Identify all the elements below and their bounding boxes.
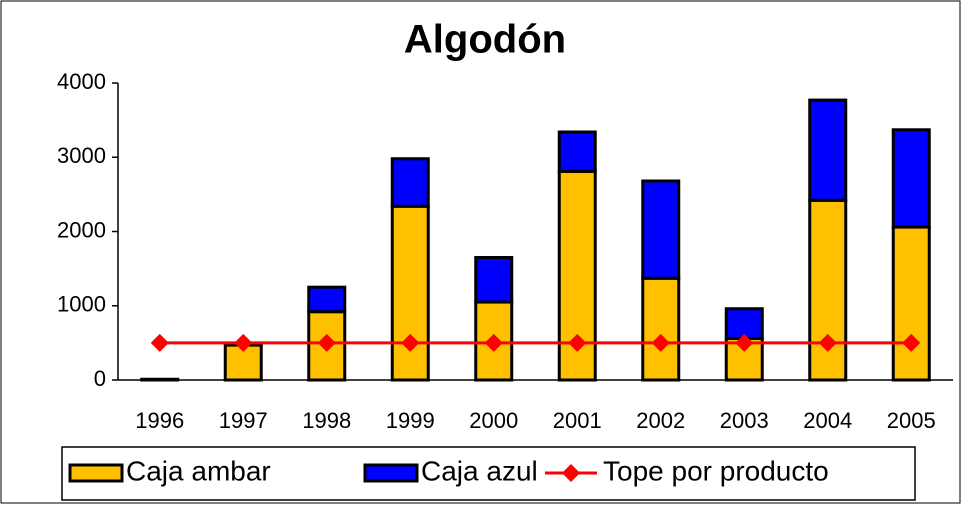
bar-segment <box>724 307 764 340</box>
bar-segment <box>557 130 597 173</box>
x-tick-label: 1997 <box>219 408 268 433</box>
bar-segment <box>474 255 514 304</box>
x-tick-label: 2004 <box>803 408 852 433</box>
legend-swatch-marker <box>562 464 580 482</box>
y-tick-label: 3000 <box>57 143 106 168</box>
line-marker <box>735 333 754 352</box>
bar-segment <box>140 377 180 382</box>
bar-segment <box>390 157 430 208</box>
y-tick-label: 1000 <box>57 292 106 317</box>
line-marker <box>234 333 253 352</box>
line-marker <box>902 333 921 352</box>
y-tick-label: 0 <box>94 366 106 391</box>
line-marker <box>651 333 670 352</box>
legend-swatch <box>68 463 124 483</box>
x-tick-label: 2000 <box>469 408 518 433</box>
bar-segment <box>891 225 931 382</box>
line-marker <box>568 333 587 352</box>
legend-swatch <box>363 463 419 483</box>
bar-segment <box>808 98 848 202</box>
x-tick-label: 1996 <box>135 408 184 433</box>
line-marker <box>317 333 336 352</box>
legend-label: Caja ambar <box>126 455 271 486</box>
x-tick-label: 1999 <box>386 408 435 433</box>
bar-segment <box>307 285 347 314</box>
y-tick-label: 2000 <box>57 217 106 242</box>
bar-segment <box>641 276 681 382</box>
line-marker <box>818 333 837 352</box>
bar-segment <box>891 128 931 229</box>
line-marker <box>484 333 503 352</box>
legend-box <box>61 446 916 501</box>
legend-label: Caja azul <box>421 455 538 486</box>
bar-segment <box>390 204 430 382</box>
line-marker <box>401 333 420 352</box>
chart-title: Algodón <box>404 18 566 62</box>
x-tick-label: 2003 <box>720 408 769 433</box>
x-tick-label: 2005 <box>887 408 936 433</box>
line-marker <box>150 333 169 352</box>
bar-segment <box>641 179 681 280</box>
bar-segment <box>808 198 848 382</box>
x-tick-label: 2001 <box>553 408 602 433</box>
bar-segment <box>724 336 764 382</box>
x-tick-label: 2002 <box>636 408 685 433</box>
y-tick-label: 4000 <box>57 69 106 94</box>
x-tick-label: 1998 <box>302 408 351 433</box>
legend-label: Tope por producto <box>603 455 829 486</box>
